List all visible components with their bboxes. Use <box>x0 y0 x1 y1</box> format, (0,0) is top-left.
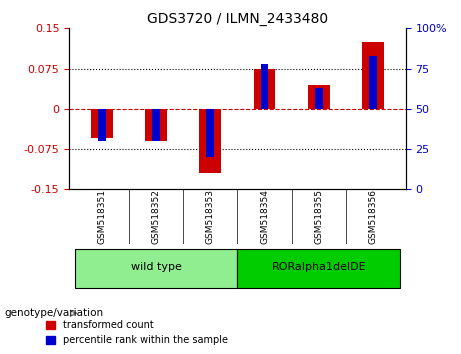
Bar <box>254 69 275 109</box>
Bar <box>98 109 106 141</box>
Text: GSM518354: GSM518354 <box>260 189 269 244</box>
FancyBboxPatch shape <box>237 249 400 288</box>
Title: GDS3720 / ILMN_2433480: GDS3720 / ILMN_2433480 <box>147 12 328 26</box>
Bar <box>152 109 160 141</box>
Text: GSM518355: GSM518355 <box>314 189 323 244</box>
Bar <box>145 109 167 141</box>
Bar <box>369 56 377 109</box>
Bar <box>91 109 112 138</box>
Bar <box>362 42 384 109</box>
Bar <box>308 85 330 109</box>
Text: genotype/variation: genotype/variation <box>5 308 104 318</box>
Legend: transformed count, percentile rank within the sample: transformed count, percentile rank withi… <box>42 316 232 349</box>
Text: GSM518353: GSM518353 <box>206 189 215 244</box>
FancyBboxPatch shape <box>75 249 237 288</box>
Text: RORalpha1delDE: RORalpha1delDE <box>272 262 366 272</box>
Bar <box>207 109 214 157</box>
Text: GSM518352: GSM518352 <box>152 189 160 244</box>
Bar <box>200 109 221 173</box>
Text: GSM518351: GSM518351 <box>97 189 106 244</box>
Text: GSM518356: GSM518356 <box>369 189 378 244</box>
Bar <box>315 88 323 109</box>
Text: wild type: wild type <box>130 262 182 272</box>
Bar <box>261 64 268 109</box>
